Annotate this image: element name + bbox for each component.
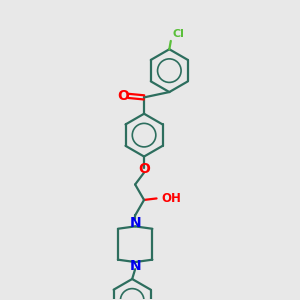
Text: O: O	[117, 89, 129, 103]
Text: OH: OH	[161, 192, 181, 205]
Text: N: N	[129, 259, 141, 273]
Text: N: N	[129, 216, 141, 230]
Text: Cl: Cl	[172, 29, 184, 39]
Text: O: O	[138, 162, 150, 176]
